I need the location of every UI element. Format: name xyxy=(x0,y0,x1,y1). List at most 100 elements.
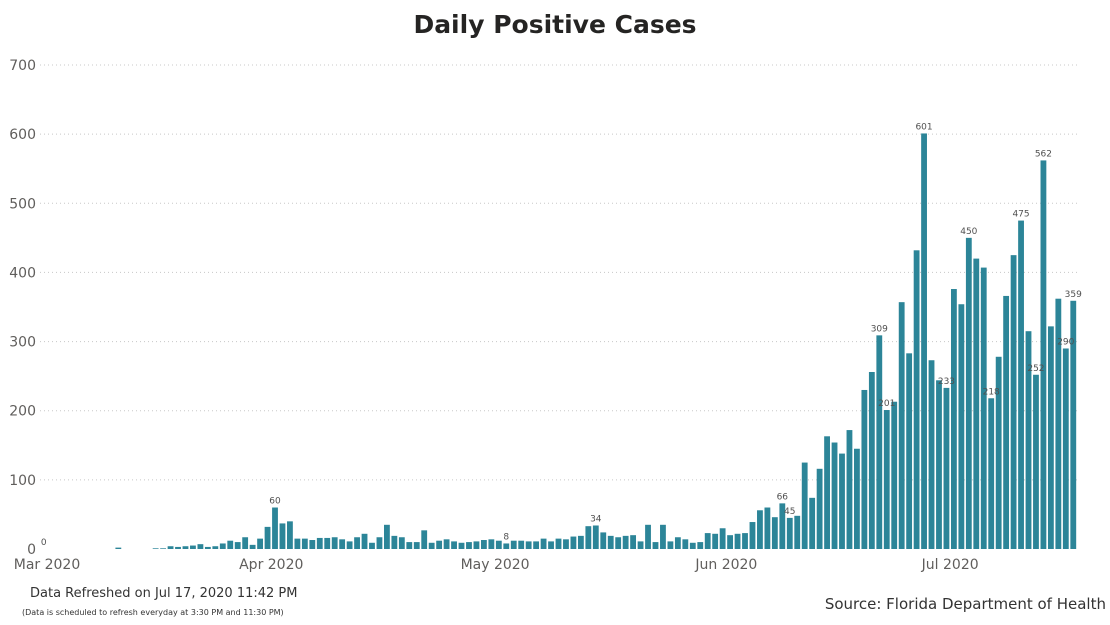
bar xyxy=(846,430,853,549)
bar xyxy=(398,537,405,549)
bar xyxy=(600,532,607,549)
bar xyxy=(563,539,569,549)
data-label: 8 xyxy=(503,532,509,542)
x-tick-label: May 2020 xyxy=(461,557,530,573)
bar xyxy=(324,537,331,549)
y-tick-label: 100 xyxy=(9,473,36,489)
bar xyxy=(950,289,957,549)
x-axis: Mar 2020 Apr 2020 May 2020 Jun 2020 Jul 2020 xyxy=(14,557,979,573)
chart-title: Daily Positive Cases xyxy=(413,10,697,39)
bar xyxy=(555,538,562,549)
bar xyxy=(936,380,942,549)
bar xyxy=(518,540,525,549)
bar xyxy=(906,353,913,549)
bar xyxy=(786,517,793,549)
bar xyxy=(652,542,659,549)
bar xyxy=(622,535,629,549)
bar xyxy=(809,497,816,549)
y-tick-label: 700 xyxy=(9,58,36,74)
bar xyxy=(674,537,681,549)
bar xyxy=(190,545,196,549)
bar xyxy=(458,542,465,549)
data-label: 66 xyxy=(777,492,789,502)
bar xyxy=(242,537,249,549)
bar xyxy=(212,546,219,549)
y-tick-label: 500 xyxy=(9,196,36,212)
bar xyxy=(421,530,428,549)
bar xyxy=(943,387,950,549)
bar xyxy=(727,535,733,549)
bar xyxy=(160,548,167,549)
bar xyxy=(764,507,771,549)
y-tick-label: 600 xyxy=(9,127,36,143)
bar xyxy=(883,410,890,549)
bar xyxy=(533,541,540,549)
bar xyxy=(839,453,845,549)
bar xyxy=(965,237,972,549)
bar xyxy=(921,133,927,550)
bar xyxy=(801,462,808,549)
bar xyxy=(771,517,778,549)
refresh-schedule-note: (Data is scheduled to refresh everyday a… xyxy=(22,608,284,617)
bar xyxy=(257,538,263,549)
bar xyxy=(824,436,830,549)
bar xyxy=(1055,298,1062,549)
bar xyxy=(428,542,435,549)
bar xyxy=(988,398,995,549)
bar xyxy=(1070,300,1077,549)
bar xyxy=(1010,255,1017,549)
bar xyxy=(1003,295,1010,549)
bar xyxy=(615,537,622,549)
bar xyxy=(264,526,271,549)
data-label: 218 xyxy=(983,387,1000,397)
bar xyxy=(1040,160,1047,549)
bar xyxy=(1033,374,1039,549)
bar xyxy=(294,538,301,549)
bar xyxy=(704,533,711,549)
bar xyxy=(443,539,450,549)
y-tick-label: 200 xyxy=(9,404,36,420)
bar xyxy=(525,541,532,549)
data-label: 309 xyxy=(871,324,888,334)
data-label: 562 xyxy=(1035,149,1052,159)
data-label: 359 xyxy=(1065,290,1082,300)
bar xyxy=(995,356,1002,549)
bar xyxy=(167,546,174,549)
bar xyxy=(249,544,256,549)
bar xyxy=(794,515,801,549)
data-label: 450 xyxy=(960,227,977,237)
bar xyxy=(369,542,375,549)
bar xyxy=(898,302,905,549)
bar xyxy=(1062,348,1069,549)
bar xyxy=(204,546,211,549)
bar xyxy=(152,548,159,549)
bar xyxy=(779,503,786,549)
bars xyxy=(115,133,1077,550)
bar xyxy=(540,538,547,549)
bar xyxy=(712,533,719,549)
bar xyxy=(958,304,965,549)
bar xyxy=(749,522,756,549)
bar xyxy=(1018,220,1024,550)
data-label: 290 xyxy=(1057,337,1074,347)
bar xyxy=(480,540,487,549)
y-axis: 0 100 200 300 400 500 600 700 xyxy=(9,58,36,558)
bar xyxy=(660,524,666,549)
bar xyxy=(339,539,346,549)
bar xyxy=(503,543,510,549)
data-label: 0 xyxy=(41,538,47,548)
data-label: 252 xyxy=(1027,364,1044,374)
bar xyxy=(272,507,278,549)
bar xyxy=(466,542,472,549)
bar xyxy=(689,542,696,549)
x-tick-label: Mar 2020 xyxy=(14,557,81,573)
bar xyxy=(928,360,935,549)
y-tick-label: 300 xyxy=(9,335,36,351)
bar xyxy=(309,540,316,549)
bar xyxy=(630,535,637,549)
data-label: 201 xyxy=(878,399,895,409)
bar xyxy=(913,250,920,549)
data-label: 475 xyxy=(1012,210,1029,220)
bar xyxy=(548,541,554,549)
